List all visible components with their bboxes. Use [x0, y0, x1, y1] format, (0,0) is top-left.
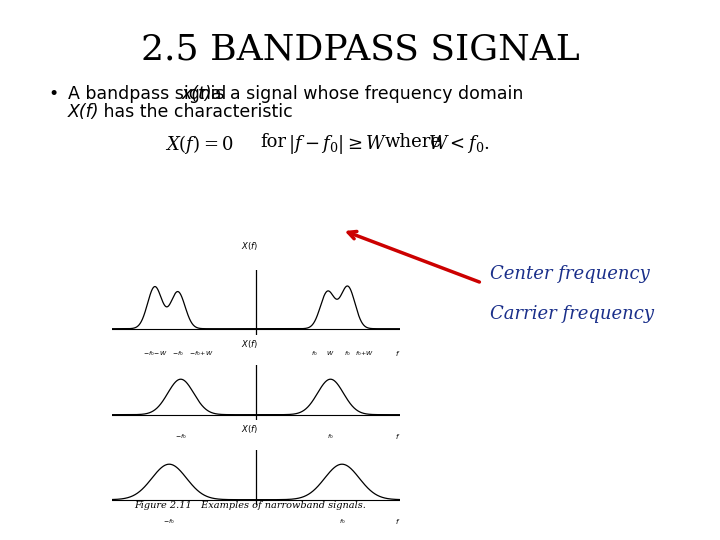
Text: Figure 2.11   Examples of narrowband signals.: Figure 2.11 Examples of narrowband signa…	[134, 501, 366, 510]
Text: $-f_0$: $-f_0$	[172, 349, 184, 358]
Text: is a signal whose frequency domain: is a signal whose frequency domain	[205, 85, 523, 103]
Text: has the characteristic: has the characteristic	[98, 103, 293, 121]
Text: $X(f)$: $X(f)$	[241, 423, 258, 435]
Text: $f$: $f$	[395, 432, 400, 441]
Text: $f_0$: $f_0$	[338, 517, 346, 526]
Text: $W < f_0.$: $W < f_0.$	[428, 133, 490, 155]
Text: $-f_0\!-\!W$: $-f_0\!-\!W$	[143, 349, 167, 358]
Text: $-f_0$: $-f_0$	[163, 517, 175, 526]
Text: $X(f)$: $X(f)$	[241, 240, 258, 252]
Text: $-f_0$: $-f_0$	[175, 432, 186, 441]
Text: $-f_0\!+\!W$: $-f_0\!+\!W$	[189, 349, 213, 358]
Text: $X(f)$: $X(f)$	[241, 338, 258, 349]
Text: 2.5 BANDPASS SIGNAL: 2.5 BANDPASS SIGNAL	[140, 32, 580, 66]
Text: $X(f) = 0$: $X(f) = 0$	[165, 133, 234, 156]
Text: A bandpass signal: A bandpass signal	[68, 85, 232, 103]
Text: Carrier frequency: Carrier frequency	[490, 305, 654, 323]
Text: $W$: $W$	[326, 349, 335, 357]
Text: Center frequency: Center frequency	[490, 265, 649, 283]
Text: $|f - f_0| \geq W$: $|f - f_0| \geq W$	[288, 133, 387, 156]
Text: x(t): x(t)	[181, 85, 212, 103]
Text: $f_0$: $f_0$	[327, 432, 334, 441]
Text: $f_0$: $f_0$	[311, 349, 318, 358]
Text: $f_0\!+\!W$: $f_0\!+\!W$	[356, 349, 374, 358]
Text: $f_0$: $f_0$	[344, 349, 351, 358]
Text: $f$: $f$	[395, 517, 400, 526]
Text: •: •	[48, 85, 58, 103]
Text: $f$: $f$	[395, 349, 400, 359]
Text: where: where	[385, 133, 442, 151]
Text: X(f): X(f)	[68, 103, 99, 121]
Text: for: for	[260, 133, 286, 151]
